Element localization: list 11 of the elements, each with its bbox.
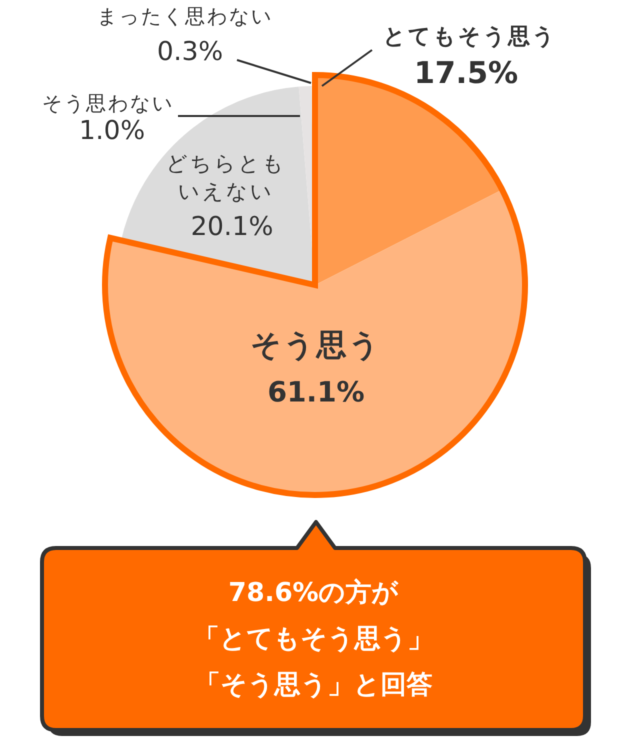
data-label: 20.1% [190, 212, 274, 242]
data-label: 61.1% [267, 375, 365, 408]
slice-label: とてもそう思う [383, 24, 557, 50]
slice-label: どちらともいえない [166, 151, 286, 204]
data-label: 17.5% [414, 56, 518, 91]
data-label: 0.3% [156, 36, 224, 67]
slice-label: そう思う [250, 328, 382, 363]
data-label: 1.0% [78, 116, 146, 146]
slice-label: まったく思わない [97, 4, 273, 28]
text: 78.6%の方が「とてもそう思う」「そう思う」と回答 [192, 577, 434, 702]
slice-label: そう思わない [42, 91, 174, 116]
